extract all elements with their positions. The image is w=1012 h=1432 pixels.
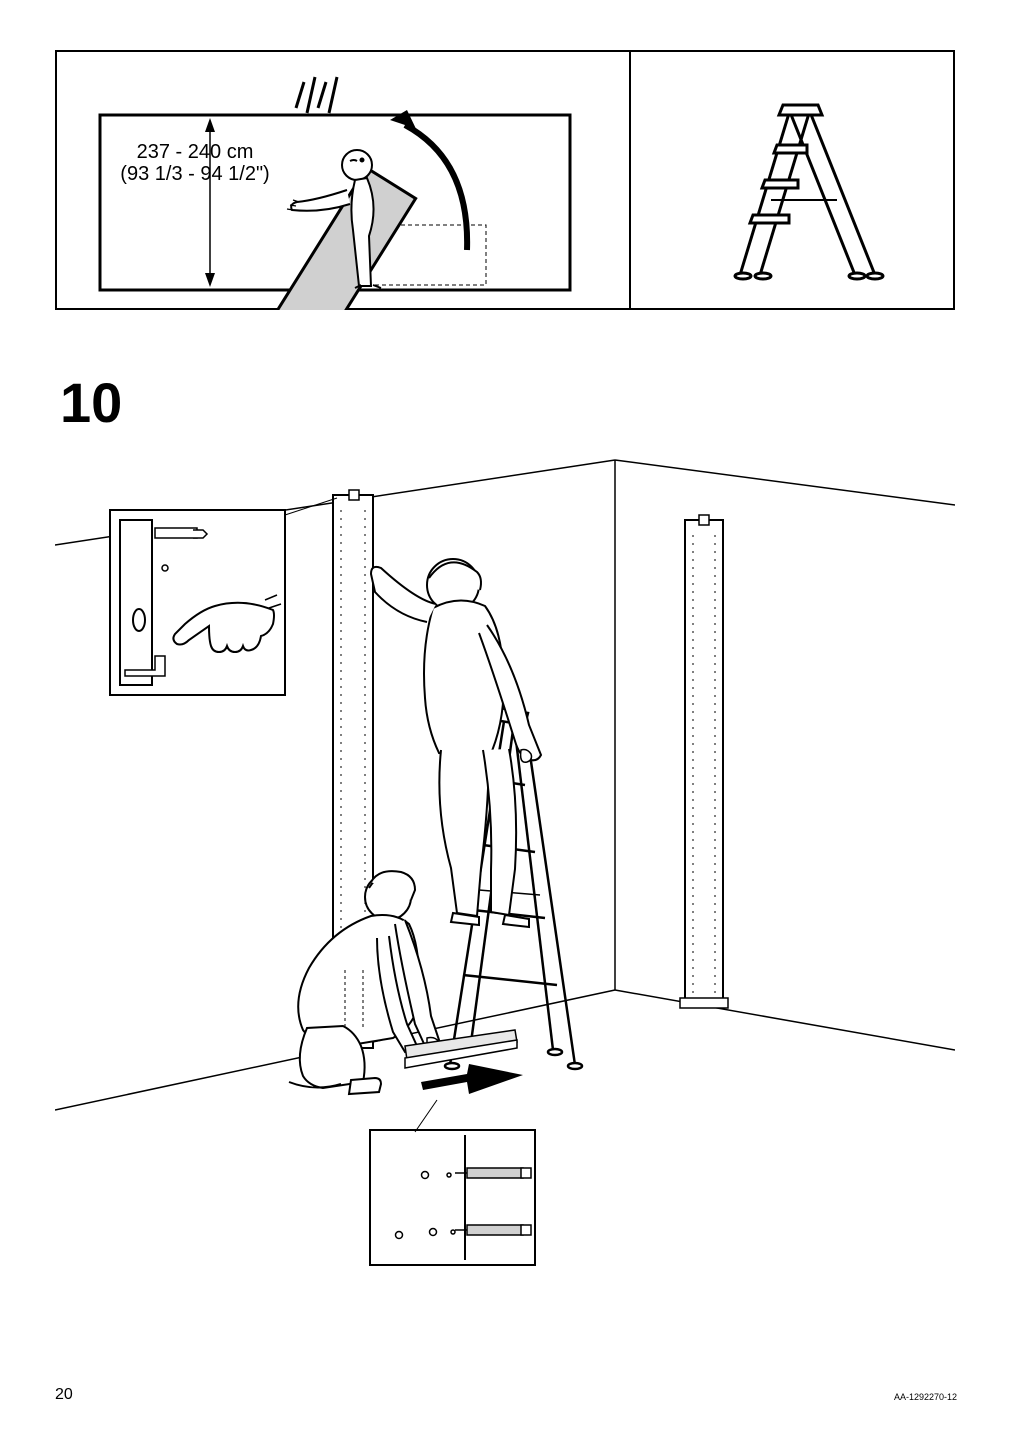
document-id: AA-1292270-12 <box>894 1392 957 1402</box>
right-side-panel <box>680 515 728 1008</box>
stepladder-icon <box>735 105 883 279</box>
step-number: 10 <box>60 370 122 435</box>
page-number: 20 <box>55 1386 73 1404</box>
instruction-page: 237 - 240 cm (93 1/3 - 94 1/2") <box>0 0 1012 1432</box>
main-illustration <box>55 450 955 1280</box>
dimension-imperial: (93 1/3 - 94 1/2") <box>120 163 269 185</box>
detail-bottom-rail <box>370 1100 535 1265</box>
detail-top-clip <box>110 498 337 695</box>
top-panel: 237 - 240 cm (93 1/3 - 94 1/2") <box>55 50 955 310</box>
dimension-metric: 237 - 240 cm <box>137 141 254 163</box>
